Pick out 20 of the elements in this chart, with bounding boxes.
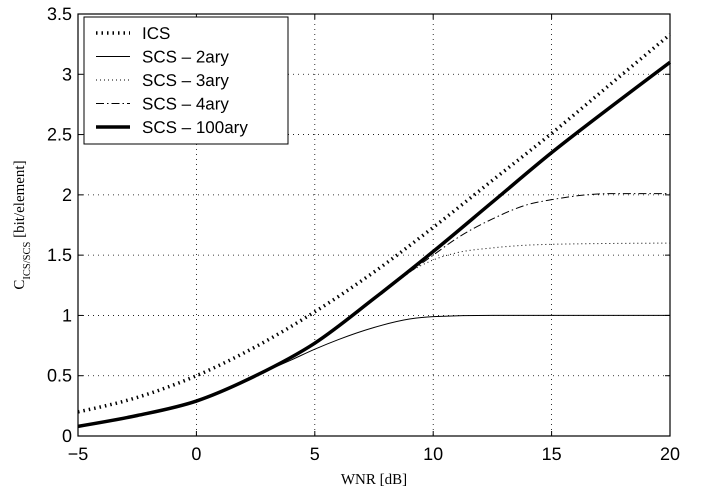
x-tick-label: 5: [310, 444, 320, 464]
legend-label: SCS – 100ary: [142, 118, 248, 137]
y-tick-label: 0: [62, 426, 72, 446]
x-tick-label: 15: [542, 444, 562, 464]
x-tick-label: 10: [423, 444, 444, 464]
x-tick-label: 20: [660, 444, 680, 464]
y-tick-label: 3: [62, 64, 72, 84]
y-tick-label: 1: [62, 305, 72, 326]
y-tick-label: 0.5: [46, 366, 72, 386]
y-tick-label: 3.5: [46, 4, 72, 24]
legend-label: ICS: [142, 24, 170, 43]
x-axis-title: WNR [dB]: [340, 472, 408, 488]
legend-label: SCS – 4ary: [142, 94, 230, 114]
y-tick-label: 2: [62, 184, 72, 205]
y-tick-label: 2.5: [46, 124, 72, 145]
y-tick-label: 1.5: [46, 245, 72, 266]
legend-label: SCS – 2ary: [142, 48, 230, 66]
x-tick-label: 0: [191, 444, 202, 464]
x-tick-label: −5: [68, 444, 88, 464]
legend-label: SCS – 3ary: [142, 71, 230, 90]
